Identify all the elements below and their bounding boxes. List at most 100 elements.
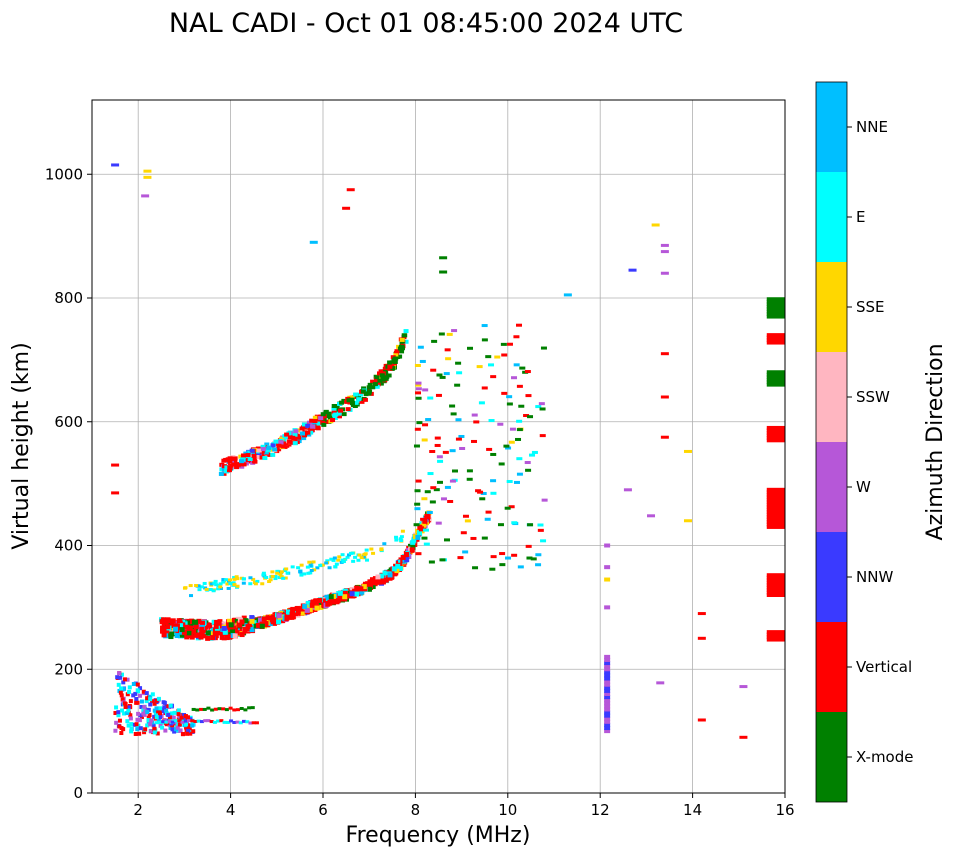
- echo-point: [422, 423, 429, 427]
- echo-point: [509, 427, 516, 431]
- echo-point: [176, 708, 181, 713]
- echo-point: [414, 427, 421, 431]
- echo-point: [403, 339, 409, 344]
- echo-point: [164, 704, 169, 709]
- colorbar-label-item: Vertical: [856, 658, 912, 676]
- echo-point: [172, 710, 177, 715]
- echo-point: [656, 681, 665, 685]
- echo-point: [460, 531, 467, 535]
- echo-point: [353, 392, 359, 397]
- echo-point: [457, 556, 464, 560]
- echo-point: [429, 450, 436, 454]
- echo-point: [357, 553, 362, 557]
- echo-point: [332, 556, 337, 560]
- echo-point: [272, 447, 278, 452]
- echo-point: [604, 679, 611, 684]
- echo-point: [222, 720, 227, 724]
- echo-point: [414, 363, 421, 367]
- echo-point: [766, 333, 785, 338]
- echo-point: [766, 502, 785, 507]
- y-axis-ticks: 0 200 400 600 800 1000: [45, 165, 92, 802]
- echo-point: [435, 521, 442, 525]
- echo-point: [466, 469, 473, 473]
- echo-point: [329, 557, 334, 561]
- echo-point: [135, 682, 140, 687]
- echo-point: [490, 479, 497, 483]
- echo-point: [305, 423, 311, 428]
- echo-point: [404, 557, 410, 563]
- echo-point: [430, 368, 437, 372]
- echo-point: [498, 462, 505, 466]
- echo-point: [440, 497, 447, 501]
- echo-point: [443, 538, 450, 542]
- echo-point: [279, 570, 284, 574]
- echo-point: [356, 558, 361, 562]
- echo-point: [462, 550, 469, 554]
- x-axis-label: Frequency (MHz): [346, 823, 531, 848]
- echo-point: [226, 618, 232, 624]
- echo-point: [309, 602, 315, 608]
- echo-point: [213, 623, 219, 629]
- echo-point: [185, 715, 190, 720]
- echo-point: [540, 539, 547, 543]
- echo-point: [186, 630, 192, 636]
- echo-point: [320, 412, 326, 417]
- echo-point: [179, 715, 184, 720]
- echo-point: [168, 725, 173, 730]
- echo-point: [383, 372, 389, 377]
- echo-point: [212, 581, 217, 585]
- echo-point: [455, 361, 462, 365]
- echo-point: [119, 693, 124, 698]
- echo-point: [260, 444, 266, 449]
- echo-point: [181, 629, 187, 635]
- echo-point: [456, 371, 463, 375]
- x-tick-label: 16: [775, 801, 794, 819]
- echo-point: [314, 605, 320, 611]
- echo-point: [420, 517, 427, 521]
- echo-point: [366, 586, 372, 592]
- echo-point: [235, 708, 240, 712]
- echo-point: [232, 576, 237, 580]
- echo-point: [163, 619, 169, 625]
- echo-point: [445, 357, 452, 361]
- echo-point: [199, 629, 205, 635]
- echo-point: [471, 413, 478, 417]
- echo-point: [399, 535, 404, 539]
- echo-point: [164, 630, 170, 636]
- echo-point: [604, 673, 611, 678]
- echo-point: [397, 566, 403, 572]
- echo-point: [766, 428, 785, 433]
- echo-point: [766, 377, 785, 382]
- echo-point: [221, 471, 227, 476]
- echo-point: [415, 381, 422, 385]
- echo-point: [766, 312, 785, 317]
- echo-point: [171, 623, 177, 629]
- echo-point: [604, 729, 611, 734]
- echo-point: [421, 522, 427, 528]
- echo-point: [421, 438, 428, 442]
- echo-point: [471, 439, 478, 443]
- echo-point: [400, 529, 405, 533]
- echo-point: [299, 426, 305, 431]
- colorbar-segment: [816, 622, 847, 712]
- echo-point: [211, 589, 216, 593]
- echo-point: [382, 366, 388, 371]
- echo-point: [126, 705, 131, 710]
- echo-point: [464, 519, 471, 523]
- echo-point: [278, 573, 283, 577]
- echo-point: [143, 169, 152, 173]
- echo-point: [436, 373, 443, 377]
- echo-point: [604, 692, 611, 696]
- echo-point: [114, 720, 119, 725]
- echo-point: [458, 434, 465, 438]
- echo-point: [296, 435, 302, 440]
- echo-point: [232, 459, 238, 464]
- echo-point: [301, 436, 307, 441]
- echo-point: [225, 582, 230, 586]
- echo-point: [185, 731, 190, 736]
- echo-point: [151, 723, 156, 728]
- echo-point: [766, 505, 785, 510]
- echo-point: [229, 629, 235, 635]
- echo-point: [766, 515, 785, 520]
- echo-point: [156, 718, 161, 723]
